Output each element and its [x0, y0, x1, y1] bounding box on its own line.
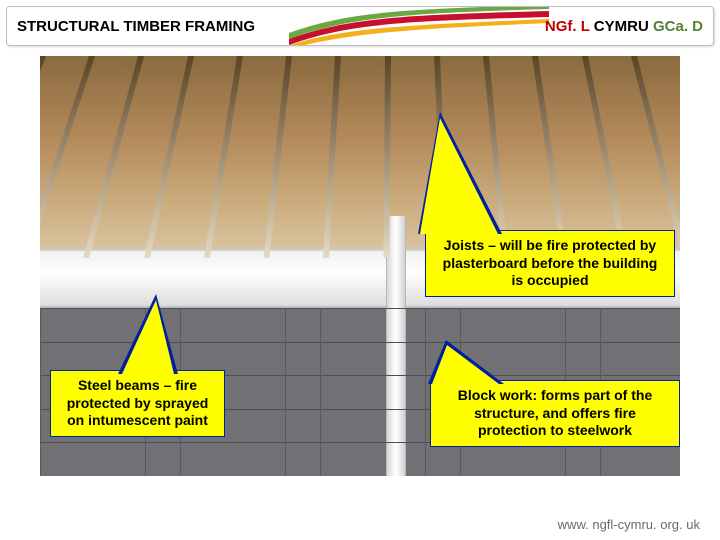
photo-joists-region — [40, 56, 680, 258]
slide-title: STRUCTURAL TIMBER FRAMING — [17, 18, 255, 35]
callout-steel-text: Steel beams – fire protected by sprayed … — [67, 377, 209, 428]
header-swoosh-graphic — [289, 7, 549, 46]
header-bar: STRUCTURAL TIMBER FRAMING NGf. L CYMRU G… — [6, 6, 714, 46]
photo-block-col — [425, 308, 426, 476]
callout-steel-beams: Steel beams – fire protected by sprayed … — [50, 370, 225, 437]
callout-joists-text: Joists – will be fire protected by plast… — [443, 237, 658, 288]
photo-block-col — [320, 308, 321, 476]
callout-blockwork: Block work: forms part of the structure,… — [430, 380, 680, 447]
callout-joists: Joists – will be fire protected by plast… — [425, 230, 675, 297]
callout-block-text: Block work: forms part of the structure,… — [458, 387, 652, 438]
brand-part-2: CYMRU — [590, 18, 653, 35]
photo-block-col — [40, 308, 41, 476]
header-brand: NGf. L CYMRU GCa. D — [545, 18, 703, 35]
brand-part-1: NGf. L — [545, 18, 590, 35]
photo-block-col — [285, 308, 286, 476]
photo-joist-line — [383, 56, 391, 258]
brand-part-3: GCa. D — [653, 18, 703, 35]
footer-url: www. ngfl-cymru. org. uk — [558, 517, 700, 532]
